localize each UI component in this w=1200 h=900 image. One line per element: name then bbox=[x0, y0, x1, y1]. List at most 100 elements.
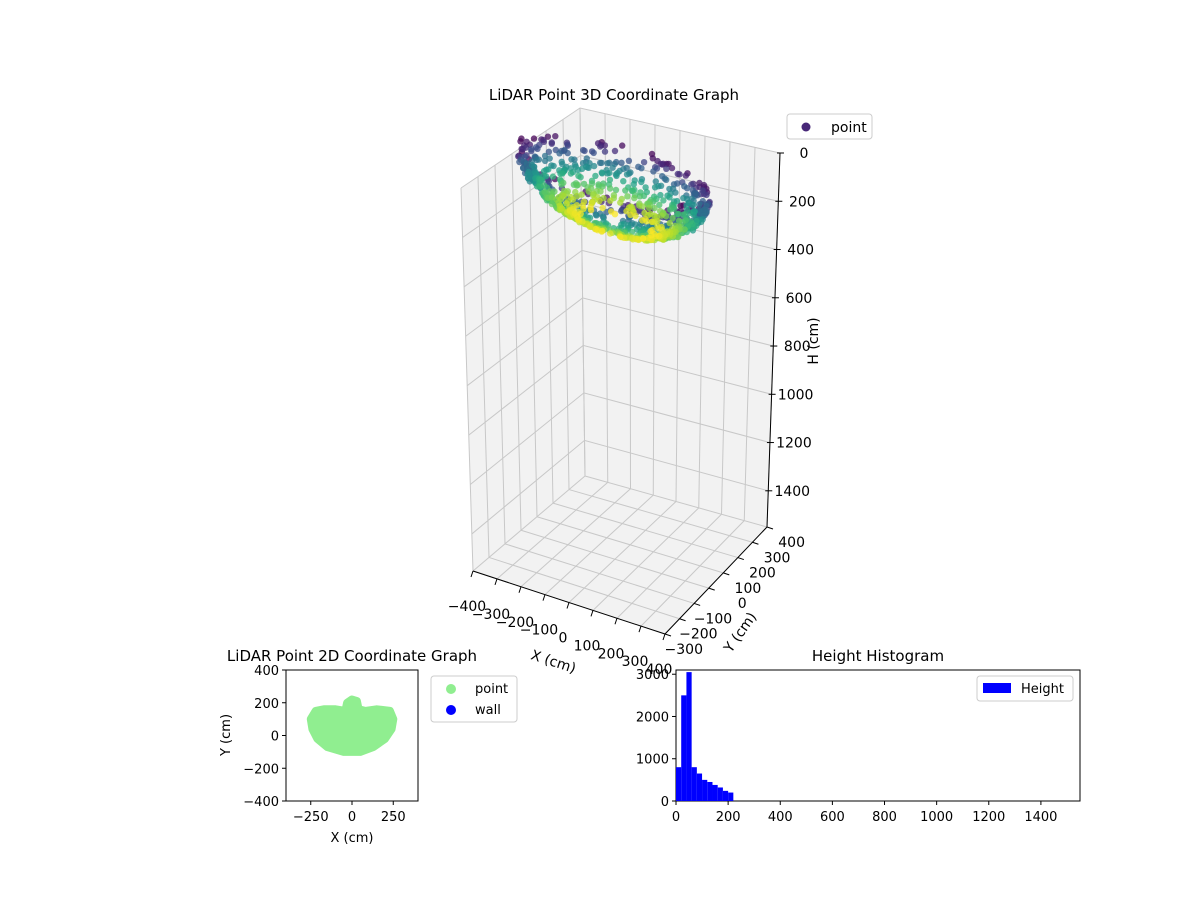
chart-3d-point bbox=[536, 183, 543, 190]
chart-3d-point bbox=[537, 176, 545, 184]
chart-3d-point bbox=[522, 144, 530, 151]
chart-3d-point bbox=[560, 179, 567, 187]
chart-3d-point bbox=[632, 221, 639, 228]
chart-3d-point bbox=[625, 157, 633, 164]
chart-3d-point bbox=[606, 230, 614, 237]
chart-3d-point bbox=[606, 169, 613, 177]
chart-3d-point bbox=[647, 227, 654, 235]
chart-3d-grid-floor-x bbox=[472, 475, 586, 572]
chart-3d-yaxis-line bbox=[664, 526, 768, 635]
chart-3d-point bbox=[580, 205, 587, 212]
chart-3d-point bbox=[611, 147, 619, 155]
chart-2d-ytick-label: 200 bbox=[254, 697, 279, 712]
chart-3d-xtick-mark bbox=[494, 578, 498, 586]
chart-3d-grid-floor-x bbox=[496, 481, 609, 580]
chart-histogram-xtick-label: 1400 bbox=[1024, 810, 1057, 825]
chart-3d-grid-floor-x bbox=[520, 488, 631, 588]
chart-3d-legend: point bbox=[786, 113, 873, 140]
chart-3d-point bbox=[658, 212, 665, 219]
chart-2d-legend-label-wall: wall bbox=[475, 703, 501, 718]
chart-3d-grid-z bbox=[468, 344, 772, 436]
chart-3d-grid-z bbox=[460, 107, 781, 189]
chart-3d-point bbox=[586, 223, 593, 230]
chart-histogram-xtick-label: 0 bbox=[672, 810, 680, 825]
chart-3d-point bbox=[607, 197, 614, 204]
chart-3d-point bbox=[567, 170, 575, 177]
chart-3d-point bbox=[640, 159, 648, 166]
chart-3d-tick-labels: −400−300−200−100 0 100200300400−300−200−10… bbox=[448, 146, 816, 678]
chart-3d-ztick-label: 600 bbox=[786, 291, 813, 307]
chart-histogram-ticks: 0 200 400 600 800 1000 1200 1400 0 1000 2000 3000 bbox=[636, 668, 1058, 825]
chart-3d-point bbox=[674, 170, 681, 178]
chart-2d-legend-marker-point bbox=[446, 684, 456, 694]
chart-3d-xtick-label: −300 bbox=[472, 607, 510, 623]
chart-3d-point bbox=[681, 226, 688, 233]
chart-3d-point bbox=[652, 178, 659, 185]
chart-3d-grid-floor-y bbox=[584, 475, 768, 528]
chart-3d-point bbox=[596, 159, 604, 167]
chart-3d-ytick-label: −300 bbox=[665, 642, 703, 658]
chart-3d-ytick-label: −100 bbox=[694, 611, 732, 627]
chart-3d-point bbox=[618, 207, 625, 215]
chart-histogram-legend-frame bbox=[976, 675, 1074, 702]
chart-3d-point bbox=[638, 165, 645, 172]
chart-3d-point bbox=[552, 133, 559, 140]
chart-3d-xtick-label: 200 bbox=[598, 646, 625, 662]
chart-3d-legend-label-point: point bbox=[831, 120, 867, 136]
chart-histogram-ytick-label: 3000 bbox=[636, 668, 669, 683]
chart-3d-point bbox=[703, 191, 710, 199]
chart-2d-point-cloud bbox=[306, 695, 398, 756]
chart-3d-grid-floor-y bbox=[568, 489, 753, 543]
chart-3d-point bbox=[544, 133, 552, 140]
chart-3d-point bbox=[631, 194, 638, 202]
chart-3d-point bbox=[604, 160, 611, 167]
chart-2d-ylabel: Y (cm) bbox=[219, 714, 234, 757]
chart-3d-ytick-mark bbox=[766, 526, 774, 530]
chart-3d-xtick-mark bbox=[614, 618, 618, 625]
chart-3d-xtick-label: 400 bbox=[646, 662, 673, 678]
chart-3d-ytick-mark bbox=[737, 557, 745, 561]
chart-3d-point bbox=[534, 145, 541, 152]
chart-histogram-bar bbox=[717, 787, 723, 801]
chart-3d-point bbox=[638, 178, 645, 186]
chart-3d-grid-z bbox=[462, 154, 779, 238]
chart-3d-point bbox=[687, 218, 694, 225]
chart-3d-zaxis-line bbox=[766, 152, 781, 528]
chart-3d-grid-floor-y bbox=[552, 502, 738, 559]
chart-3d-point bbox=[588, 180, 596, 187]
chart-histogram-bars bbox=[676, 672, 734, 801]
chart-histogram-xtick-label: 1200 bbox=[972, 810, 1005, 825]
chart-3d-point bbox=[548, 140, 555, 147]
chart-2d-ticks: −250 0 250 −400 −200 0 200 400 bbox=[243, 664, 405, 825]
chart-histogram-legend-label: Height bbox=[1021, 682, 1064, 697]
chart-2d-legend-label-point: point bbox=[475, 682, 508, 697]
chart-3d-ytick-label: 300 bbox=[764, 550, 791, 566]
chart-3d-legend-frame bbox=[786, 113, 873, 140]
chart-histogram-xtick-label: 1000 bbox=[920, 810, 953, 825]
chart-3d-point bbox=[675, 217, 683, 224]
chart-3d-ztick-label: 1200 bbox=[776, 436, 812, 452]
chart-histogram-bar bbox=[686, 672, 692, 801]
chart-3d-point bbox=[636, 193, 644, 200]
chart-3d: LiDAR Point 3D Coordinate Graph −400−300… bbox=[448, 86, 873, 678]
chart-3d-point bbox=[596, 197, 603, 205]
chart-3d-point bbox=[564, 149, 571, 157]
chart-3d-point bbox=[606, 185, 614, 192]
chart-3d-point bbox=[666, 206, 674, 213]
chart-3d-ztick-label: 0 bbox=[800, 146, 809, 162]
chart-3d-point bbox=[533, 156, 540, 164]
chart-3d-grid-floor-y bbox=[520, 529, 709, 589]
chart-3d-ytick-mark bbox=[723, 572, 730, 576]
chart-3d-grid-back-x bbox=[721, 141, 731, 515]
chart-3d-point-cloud bbox=[515, 133, 713, 244]
chart-histogram-bar bbox=[702, 779, 708, 801]
chart-3d-point bbox=[650, 168, 657, 175]
chart-3d-point bbox=[618, 159, 625, 166]
chart-histogram-bar bbox=[696, 773, 703, 801]
chart-3d-point bbox=[592, 172, 599, 180]
chart-3d-xtick-label: −200 bbox=[496, 615, 534, 631]
chart-3d-point bbox=[656, 201, 663, 209]
chart-3d-point bbox=[599, 213, 607, 220]
chart-histogram-bar bbox=[681, 695, 687, 801]
chart-3d-point bbox=[520, 164, 527, 172]
